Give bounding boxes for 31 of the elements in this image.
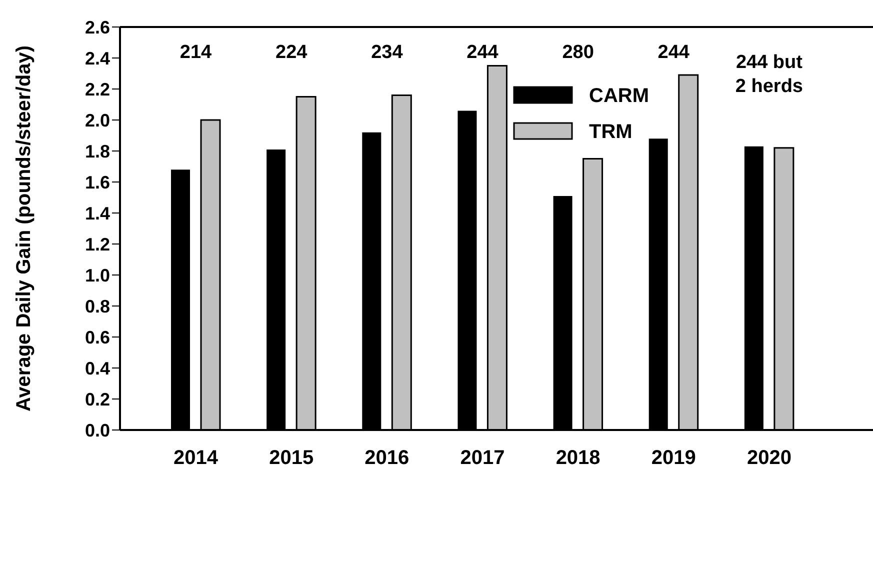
x-tick-label: 2016 (364, 447, 410, 470)
x-tick-label: 2020 (746, 447, 792, 470)
y-tick-label: 2.4 (84, 48, 110, 68)
y-tick-label: 2.6 (84, 17, 110, 38)
y-axis-title: Average Daily Gain (pounds/steer/day) (13, 45, 36, 412)
y-tick-label: 1.2 (84, 234, 110, 254)
legend-label: TRM (589, 120, 632, 144)
y-tick-label: 0.4 (84, 358, 110, 378)
annotation: 280 (562, 42, 594, 64)
y-tick-label: 2.2 (84, 79, 110, 100)
annotation: 224 (276, 42, 308, 64)
annotation: 244 (658, 42, 690, 64)
y-tick-label: 1.6 (84, 172, 110, 192)
x-tick-label: 2018 (556, 447, 600, 470)
x-tick-label: 2019 (651, 447, 696, 470)
x-tick-label: 2014 (174, 447, 219, 470)
x-tick-label: 2017 (460, 447, 505, 470)
annotation: 234 (371, 42, 404, 64)
annotation: 214 (180, 42, 212, 64)
y-tick-label: 1.8 (84, 141, 110, 162)
y-tick-label: 0.0 (84, 420, 110, 440)
y-tick-label: 0.8 (84, 296, 110, 316)
annotation: 244 but 2 herds (735, 52, 804, 98)
annotation: 244 (466, 42, 499, 64)
x-tick-label: 2015 (269, 447, 314, 470)
y-tick-label: 1.0 (84, 265, 110, 286)
y-tick-label: 2.0 (84, 110, 110, 130)
y-tick-label: 0.6 (84, 327, 110, 348)
y-tick-label: 1.4 (84, 203, 110, 224)
y-tick-label: 0.2 (84, 389, 110, 410)
legend-label: CARM (589, 84, 649, 108)
